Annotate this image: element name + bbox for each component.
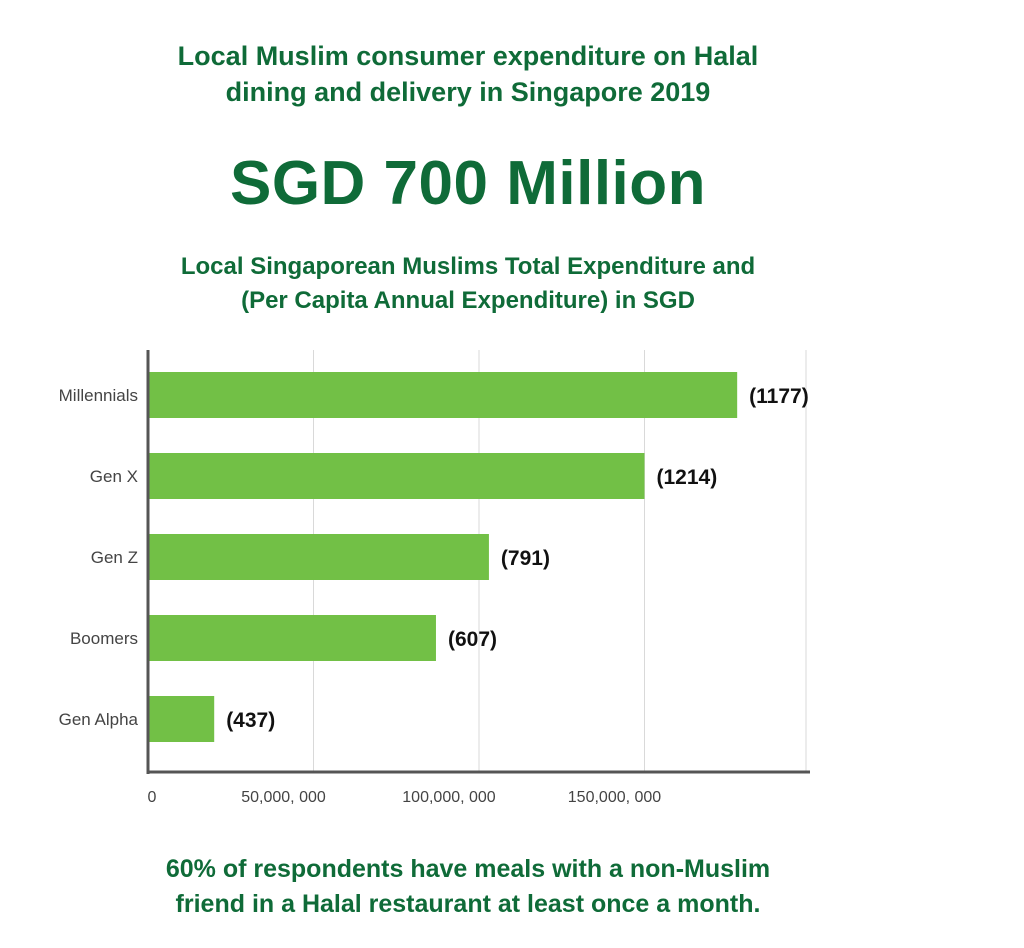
bar-gen-x [148,453,645,499]
bar-gen-z [148,534,489,580]
bar-gen-alpha [148,696,215,742]
bar-data-label: (791) [501,547,550,570]
footer-note: 60% of respondents have meals with a non… [0,852,936,922]
x-tick-label: 50,000, 000 [241,789,326,806]
bar-boomers [148,615,436,661]
y-category-label: Gen Z [91,548,138,567]
footer-note-line-2: friend in a Halal restaurant at least on… [175,890,761,918]
y-category-label: Boomers [70,629,138,648]
chart-title-line-2: (Per Capita Annual Expenditure) in SGD [241,287,695,314]
page-title-line-2: dining and delivery in Singapore 2019 [225,77,711,107]
chart-title: Local Singaporean Muslims Total Expendit… [0,250,936,318]
page-title: Local Muslim consumer expenditure on Hal… [0,38,936,110]
bar-millennials [148,372,738,418]
headline-total: SGD 700 Million [229,149,707,218]
bar-data-label: (1177) [749,385,809,408]
chart-title-line-1: Local Singaporean Muslims Total Expendit… [180,253,756,280]
bar-data-label: (607) [448,628,497,651]
bar-data-label: (1214) [657,466,718,489]
x-tick-label: 150,000, 000 [568,789,662,806]
x-tick-label: 100,000, 000 [402,789,496,806]
bar-chart: 0 50,000, 000 100,000, 000 150,000, 000 Mill… [59,350,810,806]
y-category-label: Millennials [59,386,138,405]
footer-note-line-1: 60% of respondents have meals with a non… [165,855,771,883]
y-category-label: Gen X [90,467,138,486]
bar-data-label: (437) [226,709,275,732]
y-category-label: Gen Alpha [59,710,139,729]
page-title-line-1: Local Muslim consumer expenditure on Hal… [177,41,759,71]
x-tick-label: 0 [148,789,157,806]
